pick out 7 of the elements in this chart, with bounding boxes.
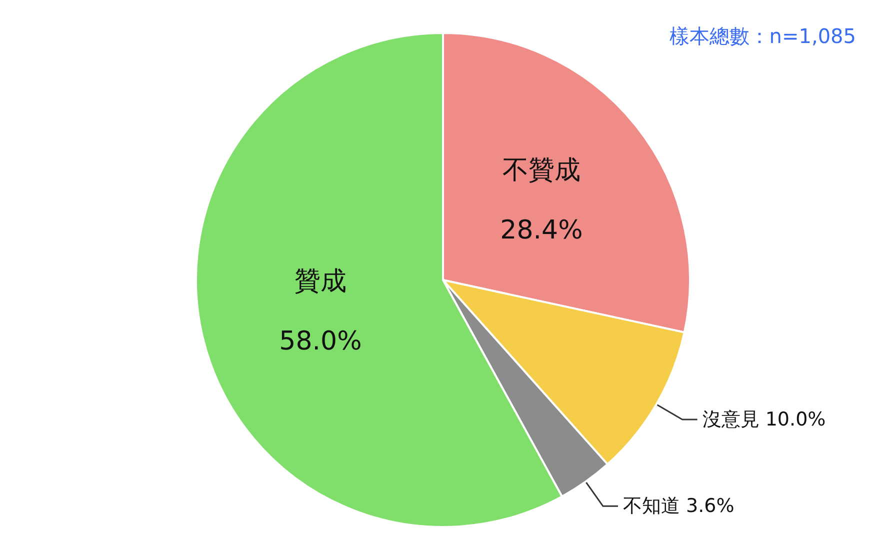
text: 樣本總數：n=1,085 — [669, 24, 856, 48]
slice-label: 不贊成 — [502, 156, 580, 186]
slice-label: 不知道 3.6% — [622, 495, 734, 518]
data-label: 28.4% — [500, 216, 583, 246]
slice-label: 贊成 — [294, 266, 346, 296]
slice-label: 沒意見 10.0% — [702, 408, 826, 431]
data-label: 58.0% — [279, 326, 362, 356]
